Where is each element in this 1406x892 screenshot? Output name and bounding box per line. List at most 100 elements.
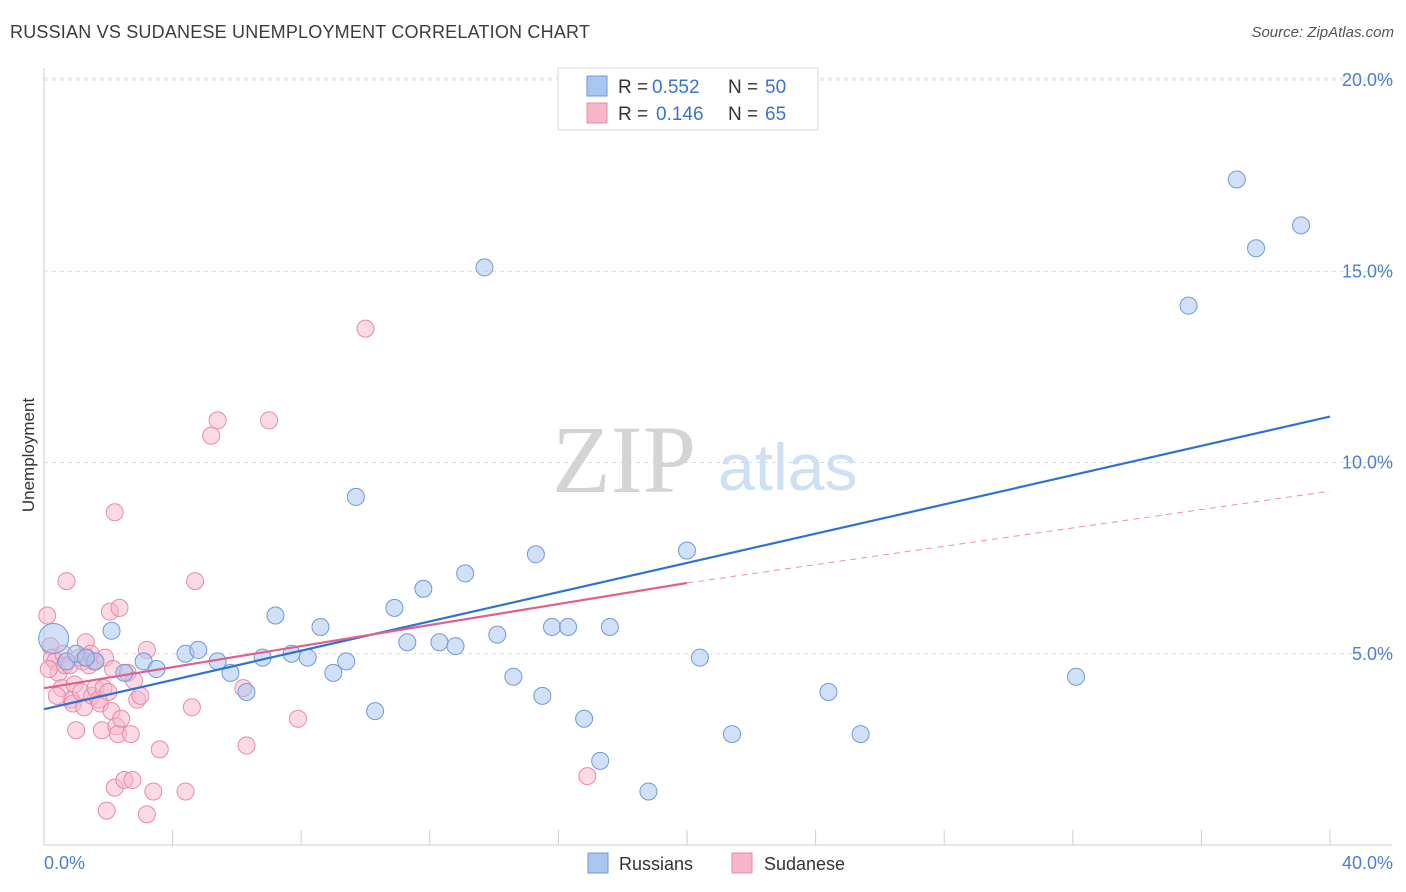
legend-r-value-2: 0.146 (656, 104, 704, 125)
russians-point (504, 667, 523, 686)
y-tick-label: 10.0% (1342, 453, 1393, 473)
y-tick-label: 5.0% (1352, 644, 1393, 664)
sudanese-point (202, 426, 221, 445)
russians-point (430, 633, 449, 652)
russians-point (600, 617, 619, 636)
sudanese-point (105, 503, 124, 522)
sudanese-point (110, 598, 129, 617)
correlation-legend: R = 0.552 N = 50 R = 0.146 N = 65 (557, 67, 819, 131)
y-axis-label: Unemployment (19, 398, 38, 513)
sudanese-point (39, 660, 58, 679)
russians-point (819, 683, 838, 701)
russians-point (446, 637, 465, 656)
sudanese-point (144, 782, 163, 801)
russians-point (366, 702, 385, 721)
sudanese-point (123, 770, 142, 789)
grid-lines (44, 77, 1392, 655)
russians-point (324, 663, 343, 682)
legend-swatch-russians (586, 75, 608, 97)
trend-lines (43, 415, 1331, 711)
x-tick-label: 0.0% (44, 853, 85, 873)
watermark-atlas: atlas (718, 430, 857, 504)
bottom-legend-swatch-sudanese (731, 852, 753, 874)
sudanese-point (208, 411, 227, 430)
legend-n-label-2: N = (728, 104, 758, 125)
sudanese-point (131, 686, 150, 705)
legend-swatch-sudanese (586, 102, 608, 124)
russians-point (1227, 170, 1246, 189)
sudanese-trend-line (43, 581, 688, 690)
sudanese-point (578, 767, 597, 786)
sudanese-point (67, 721, 86, 740)
russians-point (38, 622, 70, 654)
sudanese-point (176, 782, 195, 801)
bottom-legend-sudanese: Sudanese (764, 854, 845, 874)
y-tick-labels: 5.0% 10.0% 15.0% 20.0% (1342, 70, 1393, 664)
russians-point (115, 663, 134, 682)
russians-point (1247, 239, 1266, 258)
sudanese-point (356, 319, 375, 338)
legend-n-value-2: 65 (765, 104, 786, 125)
russians-point (337, 652, 356, 671)
sudanese-point (182, 698, 201, 717)
sudanese-points (38, 319, 597, 824)
x-tick-label: 40.0% (1342, 853, 1393, 873)
sudanese-point (260, 411, 279, 430)
russians-point (678, 541, 696, 560)
sudanese-point (112, 709, 131, 728)
bottom-legend-swatch-russians (587, 852, 609, 874)
russians-point (475, 258, 494, 277)
y-tick-label: 15.0% (1342, 261, 1393, 281)
russians-point (189, 640, 208, 659)
russians-point (1067, 667, 1086, 686)
sudanese-point (57, 572, 76, 591)
russians-point (266, 606, 285, 625)
russians-point (346, 487, 365, 506)
sudanese-point (47, 686, 66, 705)
russians-point (237, 683, 256, 701)
russians-point (1179, 296, 1198, 315)
watermark-zip: ZIP (552, 406, 696, 513)
russians-point (533, 686, 552, 705)
chart-title: RUSSIAN VS SUDANESE UNEMPLOYMENT CORRELA… (10, 22, 591, 42)
sudanese-point (137, 805, 156, 824)
axes (43, 68, 1392, 846)
sudanese-point (38, 606, 57, 625)
russians-point (414, 579, 433, 598)
legend-r-label-2: R = (618, 104, 648, 125)
russians-point (723, 725, 742, 744)
legend-r-label-1: R = (618, 77, 648, 98)
sudanese-point (99, 683, 118, 701)
russians-point (488, 625, 507, 644)
russians-point (311, 617, 330, 636)
russians-point (102, 621, 121, 640)
x-tick-labels: 0.0% 40.0% (44, 853, 1393, 873)
chart-source: Source: ZipAtlas.com (1251, 24, 1394, 41)
russians-point (526, 545, 545, 564)
russians-point (559, 617, 578, 636)
sudanese-point (237, 736, 256, 755)
sudanese-trend-extension (686, 490, 1331, 584)
legend-n-label-1: N = (728, 77, 758, 98)
russians-point (851, 725, 870, 744)
legend-n-value-1: 50 (765, 77, 786, 98)
russians-point (76, 648, 95, 667)
sudanese-point (186, 572, 205, 591)
russians-point (591, 751, 610, 770)
russians-point (690, 648, 709, 667)
bottom-legend-russians: Russians (619, 854, 693, 874)
russians-point (575, 709, 594, 728)
russians-point (1292, 216, 1311, 235)
series-legend: Russians Sudanese (587, 852, 845, 874)
russians-point (398, 633, 417, 652)
legend-r-value-1: 0.552 (652, 77, 700, 98)
russians-point (456, 564, 475, 583)
russians-point (639, 782, 658, 801)
sudanese-point (150, 740, 169, 759)
sudanese-point (288, 709, 307, 728)
russians-point (542, 617, 561, 636)
sudanese-point (97, 801, 116, 820)
y-tick-label: 20.0% (1342, 70, 1393, 90)
russians-trend-line (43, 415, 1331, 711)
